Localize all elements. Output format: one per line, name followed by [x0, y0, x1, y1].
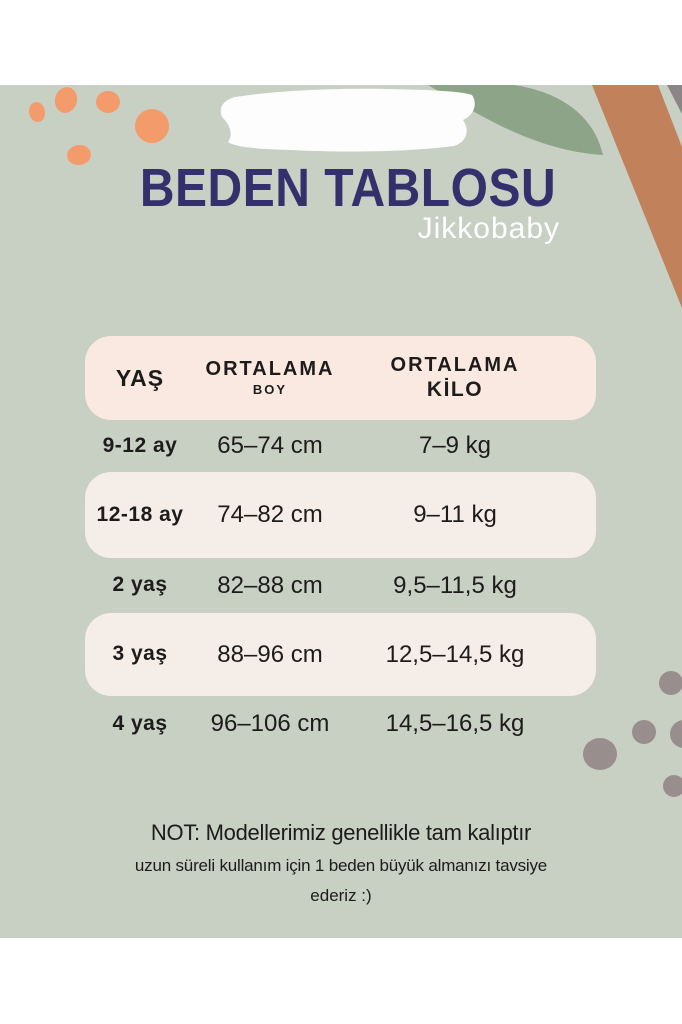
weight-cell: 7–9 kg [418, 432, 492, 460]
weight-cell: 14,5–16,5 kg [385, 710, 525, 738]
age-cell: 12-18 ay [96, 502, 184, 526]
table-row: 12-18 ay 74–82 cm 9–11 kg [85, 472, 596, 558]
note-line-2: uzun süreli kullanım için 1 beden büyük … [134, 856, 548, 875]
page-title: BEDEN TABLOSU [139, 159, 557, 219]
brand-name: Jikkobaby [417, 212, 560, 245]
height-cell: 82–88 cm [217, 571, 323, 599]
weight-cell: 12,5–14,5 kg [385, 640, 525, 668]
table-row: 4 yaş 96–106 cm 14,5–16,5 kg [85, 696, 596, 752]
header-age: YAŞ [115, 364, 165, 391]
footer-note: NOT: Modellerimiz genellikle tam kalıptı… [20, 818, 662, 911]
height-cell: 88–96 cm [217, 640, 323, 668]
age-cell: 2 yaş [112, 573, 168, 597]
weight-cell: 9,5–11,5 kg [393, 571, 517, 599]
header-height-line1: ORTALAMA [205, 358, 335, 381]
header-height: ORTALAMA BOY [195, 359, 345, 397]
table-row: 3 yaş 88–96 cm 12,5–14,5 kg [85, 613, 596, 696]
table-header-row: YAŞ ORTALAMA BOY ORTALAMA KİLO [85, 336, 596, 420]
height-cell: 65–74 cm [217, 432, 323, 460]
table-row: 2 yaş 82–88 cm 9,5–11,5 kg [85, 558, 596, 613]
header-weight: ORTALAMA KİLO [345, 353, 565, 401]
age-cell: 9-12 ay [102, 433, 178, 457]
table-row: 9-12 ay 65–74 cm 7–9 kg [85, 420, 596, 472]
note-line-1: NOT: Modellerimiz genellikle tam kalıptı… [150, 820, 532, 845]
age-cell: 4 yaş [112, 711, 168, 735]
height-cell: 74–82 cm [217, 501, 323, 529]
header-height-line2: BOY [252, 382, 288, 398]
note-line-3: ederiz :) [310, 886, 372, 905]
age-cell: 3 yaş [112, 642, 168, 666]
header-weight-line2: KİLO [426, 377, 484, 401]
height-cell: 96–106 cm [210, 710, 330, 738]
weight-cell: 9–11 kg [413, 501, 497, 529]
size-table: YAŞ ORTALAMA BOY ORTALAMA KİLO 9-12 ay 6… [85, 336, 596, 752]
header-weight-line1: ORTALAMA [390, 353, 520, 376]
